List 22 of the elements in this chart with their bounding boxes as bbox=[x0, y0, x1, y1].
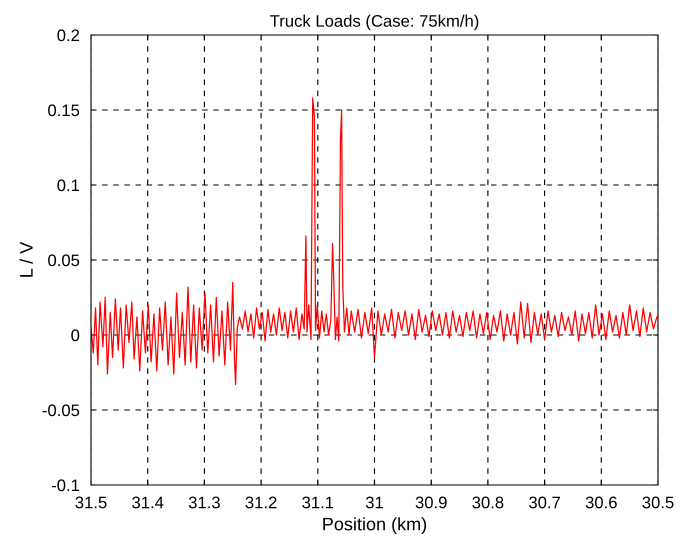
y-tick-label: -0.1 bbox=[52, 479, 80, 492]
y-tick-label: 0.05 bbox=[48, 254, 80, 266]
x-tick-label: 31.3 bbox=[188, 496, 220, 508]
y-tick-label: -0.05 bbox=[42, 404, 80, 416]
chart-title: Truck Loads (Case: 75km/h) bbox=[270, 14, 478, 30]
x-tick-label: 30.7 bbox=[529, 496, 560, 508]
y-tick-label: 0 bbox=[71, 329, 80, 342]
y-tick-label: 0.2 bbox=[57, 29, 80, 42]
x-tick-label: 30.5 bbox=[642, 496, 674, 508]
x-tick-label: 31.4 bbox=[132, 496, 164, 508]
x-tick-label: 31.2 bbox=[246, 496, 276, 508]
y-tick-label: 0.15 bbox=[48, 104, 80, 116]
y-tick-label: 0.1 bbox=[57, 179, 80, 192]
x-tick-label: 30.9 bbox=[416, 496, 447, 508]
x-tick-label: 31.5 bbox=[75, 496, 107, 508]
x-tick-label: 31.1 bbox=[302, 496, 334, 508]
x-tick-label: 30.8 bbox=[472, 496, 504, 508]
x-axis-title: Position (km) bbox=[323, 517, 426, 534]
line-series bbox=[91, 97, 658, 386]
x-tick-label: 30.6 bbox=[586, 496, 617, 508]
x-tick-label: 31 bbox=[366, 496, 383, 508]
y-axis-title: L / V bbox=[20, 242, 33, 277]
